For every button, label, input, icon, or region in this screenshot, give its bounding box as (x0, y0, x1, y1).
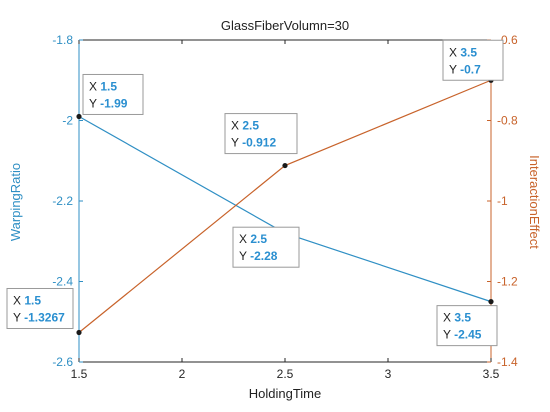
datatip-x-value: 2.5 (250, 232, 267, 246)
datatip: X 1.5Y -1.99 (82, 73, 144, 115)
axes: 1.5 2 2.5 3 3.5-1.8-2-2.2-2.4-2.6-0.6-0.8-1-… (52, 33, 518, 381)
datatip-x-value: 3.5 (460, 45, 477, 59)
datatip-y-label: Y (239, 249, 250, 263)
datatip-x-label: X (239, 232, 250, 246)
datatip: X 2.5Y -2.28 (232, 226, 300, 268)
left-tick-label: -2.4 (52, 275, 73, 289)
datatip-x-row: X 2.5 (239, 232, 267, 246)
datatip-x-label: X (449, 45, 460, 59)
datatip: X 2.5Y -0.912 (224, 113, 298, 155)
x-axis-label: HoldingTime (249, 386, 322, 401)
datatip-y-value: -1.99 (100, 96, 128, 110)
datatip-y-label: Y (443, 328, 454, 342)
datatip: X 3.5Y -2.45 (436, 305, 498, 347)
left-tick-label: -1.8 (52, 33, 73, 47)
datatip-x-value: 1.5 (24, 293, 41, 307)
datatip-box (436, 305, 498, 347)
datatip-x-row: X 3.5 (443, 311, 471, 325)
chart-title: GlassFiberVolumn=30 (221, 18, 349, 33)
datatip-x-label: X (13, 293, 24, 307)
datatip-y-row: Y -0.7 (449, 62, 481, 76)
datatip-box (82, 73, 144, 115)
datatip-x-row: X 1.5 (13, 293, 41, 307)
right-tick-label: -1.2 (497, 275, 518, 289)
datatip-y-value: -0.912 (242, 136, 276, 150)
datatip-y-row: Y -1.3267 (13, 310, 65, 324)
right-axis-label: InteractionEffect (527, 155, 542, 249)
data-point-left (76, 113, 82, 120)
datatip-y-row: Y -1.99 (89, 96, 128, 110)
right-tick-label: -1 (497, 194, 508, 208)
datatip-y-value: -0.7 (460, 62, 481, 76)
datatip-x-label: X (89, 79, 100, 93)
datatip-y-row: Y -0.912 (231, 136, 276, 150)
datatip-y-label: Y (13, 310, 24, 324)
datatip-x-value: 1.5 (100, 79, 117, 93)
datatip-x-row: X 2.5 (231, 119, 259, 133)
datatip: X 3.5Y -0.7 (442, 39, 504, 81)
x-tick-label: 2 (179, 367, 186, 381)
datatip-y-row: Y -2.45 (443, 328, 482, 342)
datatip-y-value: -2.45 (454, 328, 482, 342)
datatip-box (6, 287, 74, 329)
datatips-layer: X 1.5Y -1.99X 2.5Y -2.28X 3.5Y -2.45X 1.… (6, 39, 504, 347)
left-tick-label: -2.6 (52, 355, 73, 369)
data-point-left (488, 299, 494, 305)
datatip-x-row: X 3.5 (449, 45, 477, 59)
datatip-x-value: 3.5 (454, 311, 471, 325)
x-tick-label: 2.5 (277, 367, 294, 381)
datatip-x-label: X (231, 119, 242, 133)
datatip-box (224, 113, 298, 155)
datatip-x-row: X 1.5 (89, 79, 117, 93)
datatip-box (442, 39, 504, 81)
left-tick-label: -2.2 (52, 194, 73, 208)
x-tick-label: 1.5 (71, 367, 88, 381)
x-tick-label: 3 (385, 367, 392, 381)
datatip-y-row: Y -2.28 (239, 249, 278, 263)
datatip-y-label: Y (89, 96, 100, 110)
left-tick-label: -2 (62, 114, 73, 128)
data-point-right (282, 162, 288, 169)
datatip-y-value: -2.28 (250, 249, 278, 263)
datatip-x-label: X (443, 311, 454, 325)
datatip-box (232, 226, 300, 268)
data-point-right (76, 329, 82, 336)
datatip-y-value: -1.3267 (24, 310, 65, 324)
x-tick-label: 3.5 (483, 367, 500, 381)
left-axis-label: WarpingRatio (8, 163, 23, 241)
datatip-y-label: Y (231, 136, 242, 150)
right-tick-label: -1.4 (497, 355, 518, 369)
datatip: X 1.5Y -1.3267 (6, 287, 74, 329)
datatip-x-value: 2.5 (242, 119, 259, 133)
right-tick-label: -0.8 (497, 114, 518, 128)
datatip-y-label: Y (449, 62, 460, 76)
